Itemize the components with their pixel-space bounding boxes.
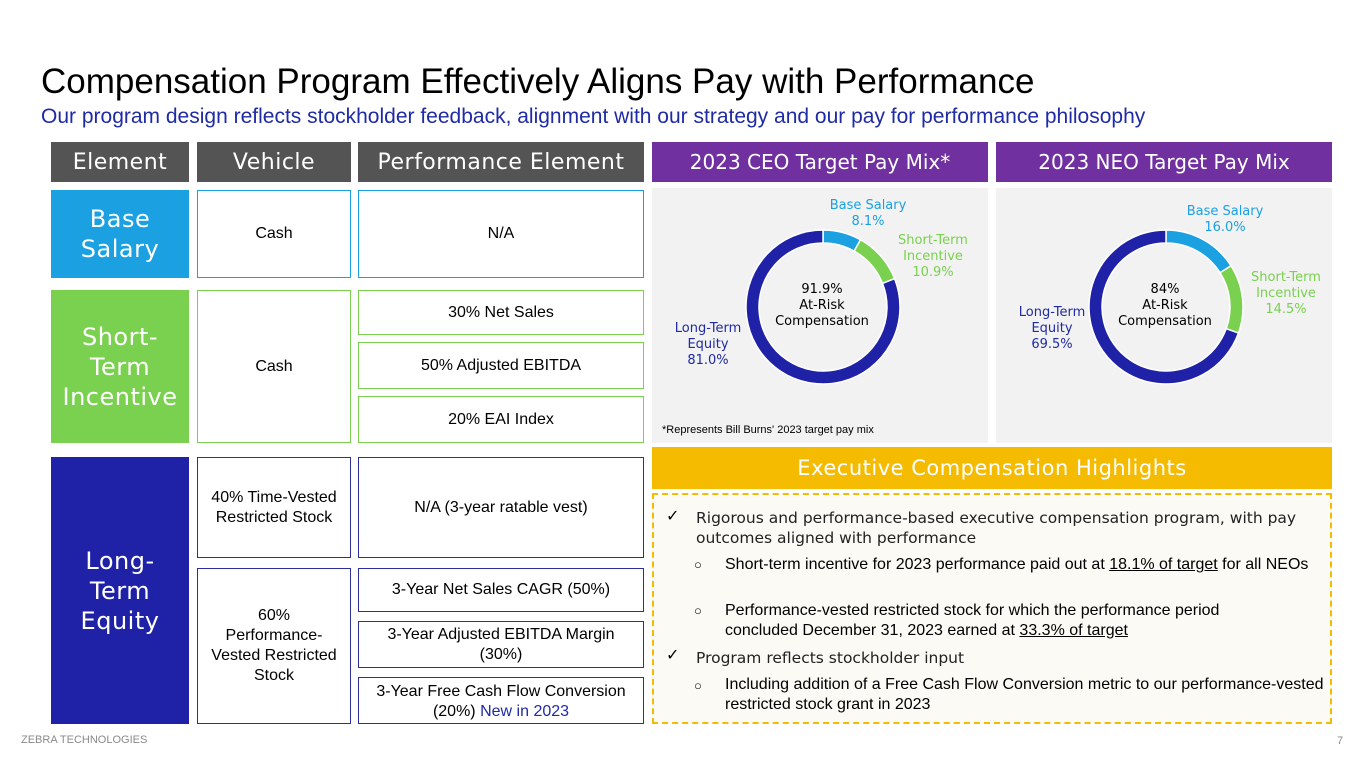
performance-ebitda-margin: 3-Year Adjusted EBITDA Margin (30%) [358, 621, 644, 668]
highlight-sub-1a: Short-term incentive for 2023 performanc… [725, 555, 1325, 575]
footer-page-number: 7 [1337, 735, 1344, 747]
fcf-conversion-text: 3-Year Free Cash Flow Conversion (20%) [376, 683, 626, 720]
ceo-slice-long-term-equity [745, 229, 901, 385]
highlights-title: Executive Compensation Highlights [652, 447, 1332, 489]
footer-company: ZEBRA TECHNOLOGIES [21, 734, 148, 746]
ceo-pay-mix-title: 2023 CEO Target Pay Mix* [652, 142, 988, 182]
header-element: Element [51, 142, 189, 182]
ceo-base-salary-name: Base Salary [829, 198, 907, 213]
ceo-label-short-term: Short-Term Incentive 10.9% [896, 233, 970, 281]
performance-base-salary: N/A [358, 190, 644, 278]
neo-label-base-salary: Base Salary 16.0% [1170, 204, 1280, 236]
highlight-sub-2a: Including addition of a Free Cash Flow C… [725, 676, 1324, 713]
neo-base-salary-name: Base Salary [1186, 204, 1264, 219]
ceo-pay-mix-panel: Base Salary 8.1% Short-Term Incentive 10… [652, 188, 988, 443]
performance-adjusted-ebitda: 50% Adjusted EBITDA [358, 342, 644, 389]
vehicle-base-salary: Cash [197, 190, 351, 278]
neo-donut-chart [1088, 229, 1244, 385]
sub1a-text-end: for all NEOs [1217, 556, 1309, 573]
ceo-at-risk-value: 91.9% [801, 282, 843, 297]
vehicle-short-term-incentive: Cash [197, 290, 351, 443]
neo-long-term-value: 69.5% [1031, 337, 1073, 352]
new-in-2023-tag: New in 2023 [480, 703, 570, 720]
bullet-icon: ○ [694, 557, 702, 572]
header-vehicle: Vehicle [197, 142, 351, 182]
page-title: Compensation Program Effectively Aligns … [41, 62, 1035, 101]
sub1b-text: Performance-vested restricted stock for … [725, 602, 1220, 639]
vehicle-time-vested: 40% Time-Vested Restricted Stock [197, 457, 351, 558]
ceo-short-term-name: Short-Term Incentive [898, 233, 968, 264]
element-long-term-equity: Long-Term Equity [51, 457, 189, 724]
neo-pay-mix-panel: Base Salary 16.0% Short-Term Incentive 1… [996, 188, 1332, 443]
bullet-icon: ○ [694, 603, 702, 618]
ceo-short-term-value: 10.9% [912, 265, 954, 280]
performance-net-sales: 30% Net Sales [358, 290, 644, 335]
neo-label-short-term: Short-Term Incentive 14.5% [1248, 270, 1324, 318]
neo-pay-mix-title: 2023 NEO Target Pay Mix [996, 142, 1332, 182]
ceo-at-risk-label: At-Risk Compensation [775, 298, 869, 329]
performance-fcf-conversion: 3-Year Free Cash Flow Conversion (20%) N… [358, 677, 644, 724]
neo-at-risk-value: 84% [1150, 282, 1180, 297]
ceo-footnote: *Represents Bill Burns' 2023 target pay … [662, 424, 874, 436]
highlight-item-1: Rigorous and performance-based executive… [696, 509, 1297, 547]
element-short-term-incentive: Short-Term Incentive [51, 290, 189, 443]
neo-short-term-value: 14.5% [1265, 302, 1307, 317]
ceo-long-term-value: 81.0% [687, 353, 729, 368]
page-subtitle: Our program design reflects stockholder … [41, 105, 1146, 128]
ceo-base-salary-value: 8.1% [851, 214, 885, 229]
performance-eai-index: 20% EAI Index [358, 396, 644, 443]
neo-base-salary-value: 16.0% [1204, 220, 1246, 235]
neo-donut-slices [1088, 229, 1244, 385]
check-icon: ✓ [666, 647, 680, 664]
neo-long-term-name: Long-Term Equity [1018, 305, 1086, 336]
sub1a-text: Short-term incentive for 2023 performanc… [725, 556, 1110, 573]
ceo-label-base-salary: Base Salary 8.1% [813, 198, 923, 230]
neo-slice-short-term-incentive [1219, 264, 1244, 335]
highlight-sub-1b: Performance-vested restricted stock for … [725, 601, 1285, 641]
sub1a-underlined: 18.1% of target [1109, 556, 1218, 573]
neo-center-label: 84% At-Risk Compensation [1110, 282, 1220, 330]
vehicle-performance-vested: 60% Performance-Vested Restricted Stock [197, 568, 351, 724]
check-icon: ✓ [666, 508, 680, 525]
ceo-long-term-name: Long-Term Equity [674, 321, 742, 352]
ceo-label-long-term: Long-Term Equity 81.0% [666, 321, 750, 369]
sub1b-underlined: 33.3% of target [1019, 622, 1128, 639]
ceo-center-label: 91.9% At-Risk Compensation [767, 282, 877, 330]
performance-time-vested: N/A (3-year ratable vest) [358, 457, 644, 558]
header-performance-element: Performance Element [358, 142, 644, 182]
highlights-box: ✓ Rigorous and performance-based executi… [652, 493, 1332, 724]
element-base-salary: Base Salary [51, 190, 189, 278]
neo-short-term-name: Short-Term Incentive [1251, 270, 1321, 301]
performance-net-sales-cagr: 3-Year Net Sales CAGR (50%) [358, 568, 644, 612]
neo-slice-long-term-equity [1088, 229, 1240, 385]
neo-label-long-term: Long-Term Equity 69.5% [1010, 305, 1094, 353]
neo-slice-base-salary [1165, 229, 1233, 274]
ceo-slice-short-term-incentive [853, 238, 896, 285]
ceo-donut-chart [745, 229, 901, 385]
ceo-donut-slices [745, 229, 901, 385]
bullet-icon: ○ [694, 678, 702, 693]
highlight-item-2: Program reflects stockholder input [696, 649, 965, 667]
neo-at-risk-label: At-Risk Compensation [1118, 298, 1212, 329]
ceo-slice-base-salary [822, 229, 862, 253]
